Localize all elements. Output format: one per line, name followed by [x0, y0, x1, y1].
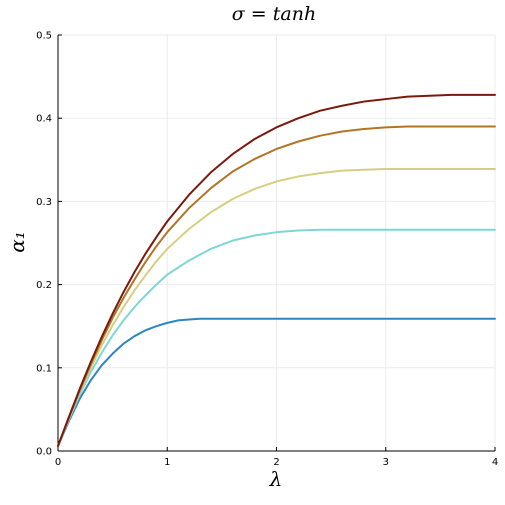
chart-title: σ = tanh [232, 3, 316, 25]
y-axis-label: α₁ [5, 231, 29, 253]
x-axis-label: λ [269, 467, 283, 491]
x-tick-label: 0 [55, 457, 61, 468]
series-line-3 [57, 167, 496, 448]
x-tick-label: 3 [383, 457, 389, 468]
x-tick-label: 4 [492, 457, 498, 468]
y-tick-label: 0.2 [36, 280, 52, 291]
series-line-2 [57, 228, 496, 448]
plot-frame [57, 34, 496, 452]
y-tick-label: 0.4 [36, 114, 52, 125]
tick-labels: 0 1 2 3 4 0.0 0.1 0.2 0.3 0.4 0.5 [36, 31, 498, 469]
x-tick-label: 1 [164, 457, 170, 468]
grid [58, 34, 496, 451]
series-group [57, 93, 496, 448]
y-tick-label: 0.0 [36, 447, 52, 458]
y-tick-label: 0.3 [36, 197, 52, 208]
series-line-4 [57, 125, 496, 448]
y-tick-label: 0.1 [36, 363, 52, 374]
series-line-1 [57, 317, 496, 448]
y-tick-label: 0.5 [36, 31, 52, 42]
x-tick-label: 2 [273, 457, 279, 468]
series-line-5 [57, 93, 496, 448]
